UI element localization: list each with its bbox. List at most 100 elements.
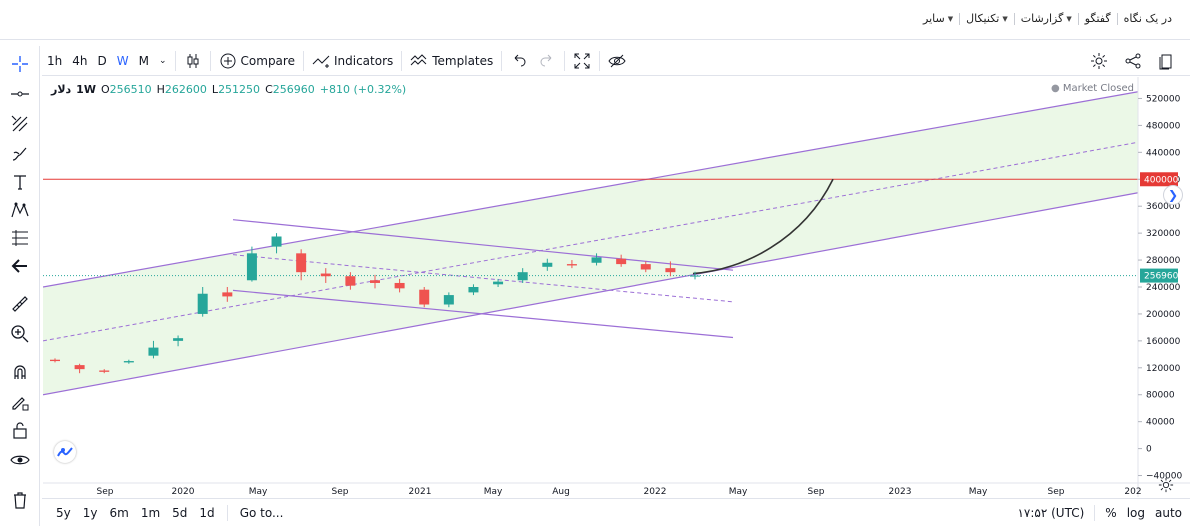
- candle-body: [419, 289, 430, 305]
- brush-tool[interactable]: [8, 142, 32, 166]
- pencil-lock-icon: [12, 397, 29, 411]
- trash-icon: [14, 492, 26, 509]
- price-tick-label: 120000: [1146, 364, 1181, 374]
- nav-divider: [1077, 12, 1079, 25]
- price-tick-label: 0: [1146, 445, 1152, 455]
- settings-button[interactable]: [1082, 46, 1116, 76]
- lock-drawings-tool[interactable]: [8, 418, 32, 442]
- legend-low: L251250: [211, 83, 261, 96]
- percent-toggle[interactable]: %: [1105, 506, 1117, 520]
- undo-button[interactable]: [505, 46, 533, 76]
- crosshair-icon: [12, 56, 28, 72]
- channel-lower-line: [43, 192, 1139, 396]
- toolbar-divider: [302, 50, 304, 71]
- candle-body: [99, 370, 110, 372]
- toolbar-divider: [226, 504, 228, 521]
- candle-body: [296, 253, 307, 273]
- magnet-tool[interactable]: [8, 360, 32, 384]
- chart-canvas[interactable]: 5200004800004400004000003600003200002800…: [43, 77, 1190, 497]
- pitchfork-tool[interactable]: [8, 112, 32, 136]
- time-tick-label: Sep: [332, 487, 349, 497]
- time-tick-label: 2021: [409, 487, 432, 497]
- interval-d[interactable]: D: [97, 53, 107, 68]
- range-1y[interactable]: 1y: [82, 505, 98, 520]
- range-6m[interactable]: 6m: [109, 505, 129, 520]
- zoom-tool[interactable]: [8, 322, 32, 346]
- snapshot-button[interactable]: [1150, 46, 1184, 76]
- clock-time[interactable]: ۱۷:۵۲ (UTC): [1017, 506, 1085, 520]
- templates-button[interactable]: Templates: [405, 46, 498, 76]
- hide-button[interactable]: [603, 46, 631, 76]
- redo-button[interactable]: [533, 46, 561, 76]
- candle-body: [320, 273, 331, 277]
- page-icon: [1159, 54, 1172, 70]
- nav-item-overview[interactable]: در یک نگاه: [1123, 12, 1172, 25]
- range-1d[interactable]: 1d: [199, 505, 215, 520]
- axis-settings-button[interactable]: [1158, 477, 1174, 493]
- candle-body: [148, 347, 159, 356]
- candle-body: [493, 281, 504, 285]
- nav-item-other[interactable]: سایر ▼: [923, 12, 954, 25]
- indicators-button[interactable]: Indicators: [307, 46, 398, 76]
- compare-button[interactable]: Compare: [214, 46, 300, 76]
- text-tool[interactable]: [8, 170, 32, 194]
- pattern-tool[interactable]: [8, 198, 32, 222]
- stay-in-drawing-tool[interactable]: [8, 390, 32, 414]
- measure-range-tool[interactable]: [8, 226, 32, 250]
- nav-item-discussion[interactable]: گفتگو: [1084, 12, 1111, 25]
- chevron-right-icon: ❯: [1167, 188, 1179, 202]
- share-button[interactable]: [1116, 46, 1150, 76]
- auto-toggle[interactable]: auto: [1154, 506, 1182, 520]
- candle-body: [640, 264, 651, 270]
- interval-w[interactable]: W: [116, 53, 129, 68]
- trend-line-tool[interactable]: [8, 82, 32, 106]
- logo-icon[interactable]: [54, 441, 76, 463]
- magnet-icon: [14, 365, 26, 379]
- market-status: ● Market Closed: [1050, 83, 1134, 94]
- resistance-price-tag: [1140, 172, 1178, 187]
- hide-drawings-tool[interactable]: [8, 448, 32, 472]
- time-tick-label: May: [729, 487, 748, 497]
- candle-body: [345, 276, 356, 286]
- price-tick-label: 160000: [1146, 337, 1181, 347]
- goto-button[interactable]: Go to...: [239, 505, 284, 520]
- text-icon: [14, 175, 26, 190]
- time-tick-label: May: [484, 487, 503, 497]
- candle-body: [173, 338, 184, 341]
- nav-item-technical[interactable]: تکنیکال ▼: [966, 12, 1008, 25]
- range-1m[interactable]: 1m: [140, 505, 161, 520]
- drawing-toolbar: [0, 46, 40, 526]
- interval-4h[interactable]: 4h: [72, 53, 88, 68]
- share-icon: [1125, 53, 1141, 69]
- arrow-left-icon: [11, 259, 27, 273]
- ruler-tool[interactable]: [8, 292, 32, 316]
- back-tool[interactable]: [8, 254, 32, 278]
- crosshair-tool[interactable]: [8, 52, 32, 76]
- interval-dropdown[interactable]: ⌄: [154, 46, 172, 76]
- interval-m[interactable]: M: [138, 53, 149, 68]
- time-tick-label: 202: [1124, 487, 1141, 497]
- remove-drawings-tool[interactable]: [8, 488, 32, 512]
- fullscreen-button[interactable]: [568, 46, 596, 76]
- gear-icon: [1158, 477, 1174, 493]
- log-toggle[interactable]: log: [1126, 506, 1145, 520]
- toolbar-divider: [1094, 505, 1096, 521]
- candle-body: [246, 253, 257, 281]
- price-axis-bg: [1138, 77, 1190, 497]
- chart-type-button[interactable]: [179, 46, 207, 76]
- toolbar-divider: [501, 50, 503, 71]
- interval-1h[interactable]: 1h: [47, 53, 63, 68]
- bottom-right: ۱۷:۵۲ (UTC) % log auto: [1017, 499, 1182, 526]
- nav-divider: [1013, 12, 1015, 25]
- nav-item-reports[interactable]: گزارشات ▼: [1020, 12, 1072, 25]
- time-tick-label: Sep: [1048, 487, 1065, 497]
- candle-body: [566, 264, 577, 266]
- chevron-down-icon: ⌄: [158, 55, 167, 66]
- scroll-to-realtime-button[interactable]: ❯: [1163, 185, 1183, 205]
- range-5d[interactable]: 5d: [172, 505, 188, 520]
- chart-toolbar: 1h 4h D W M ⌄ Compare Indicators Templat…: [42, 46, 1190, 76]
- candles-icon: [187, 53, 199, 68]
- chart-pane[interactable]: 5200004800004400004000003600003200002800…: [43, 77, 1190, 497]
- range-5y[interactable]: 5y: [56, 505, 71, 520]
- time-tick-label: 2022: [644, 487, 667, 497]
